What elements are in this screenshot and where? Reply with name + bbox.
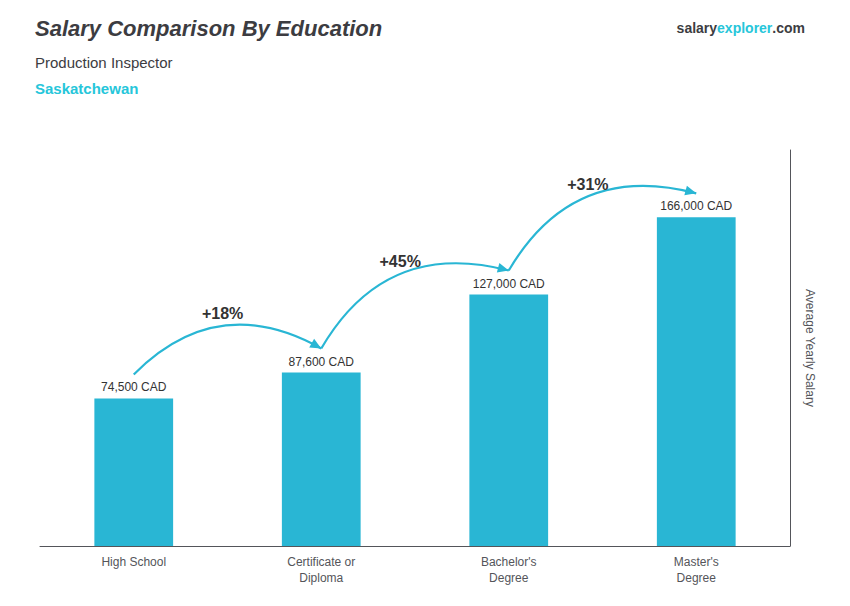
svg-text:Degree: Degree [677, 571, 717, 585]
svg-text:Production Inspector: Production Inspector [35, 54, 173, 71]
svg-text:74,500 CAD: 74,500 CAD [101, 380, 167, 394]
svg-text:High School: High School [101, 555, 166, 569]
svg-text:Salary Comparison By Education: Salary Comparison By Education [35, 16, 382, 41]
svg-text:Average Yearly Salary: Average Yearly Salary [803, 289, 817, 407]
svg-text:Certificate or: Certificate or [287, 555, 355, 569]
svg-text:Master's: Master's [674, 555, 719, 569]
svg-text:+31%: +31% [567, 176, 608, 193]
svg-text:explorer: explorer [717, 20, 773, 36]
svg-text:+18%: +18% [202, 305, 243, 322]
svg-text:+45%: +45% [379, 253, 420, 270]
svg-text:166,000 CAD: 166,000 CAD [660, 199, 732, 213]
svg-text:Diploma: Diploma [299, 571, 343, 585]
svg-text:.com: .com [772, 20, 805, 36]
svg-text:salary: salary [677, 20, 718, 36]
svg-text:Degree: Degree [489, 571, 529, 585]
svg-text:87,600 CAD: 87,600 CAD [289, 355, 355, 369]
svg-text:127,000 CAD: 127,000 CAD [473, 277, 545, 291]
svg-text:Saskatchewan: Saskatchewan [35, 80, 138, 97]
svg-text:Bachelor's: Bachelor's [481, 555, 537, 569]
